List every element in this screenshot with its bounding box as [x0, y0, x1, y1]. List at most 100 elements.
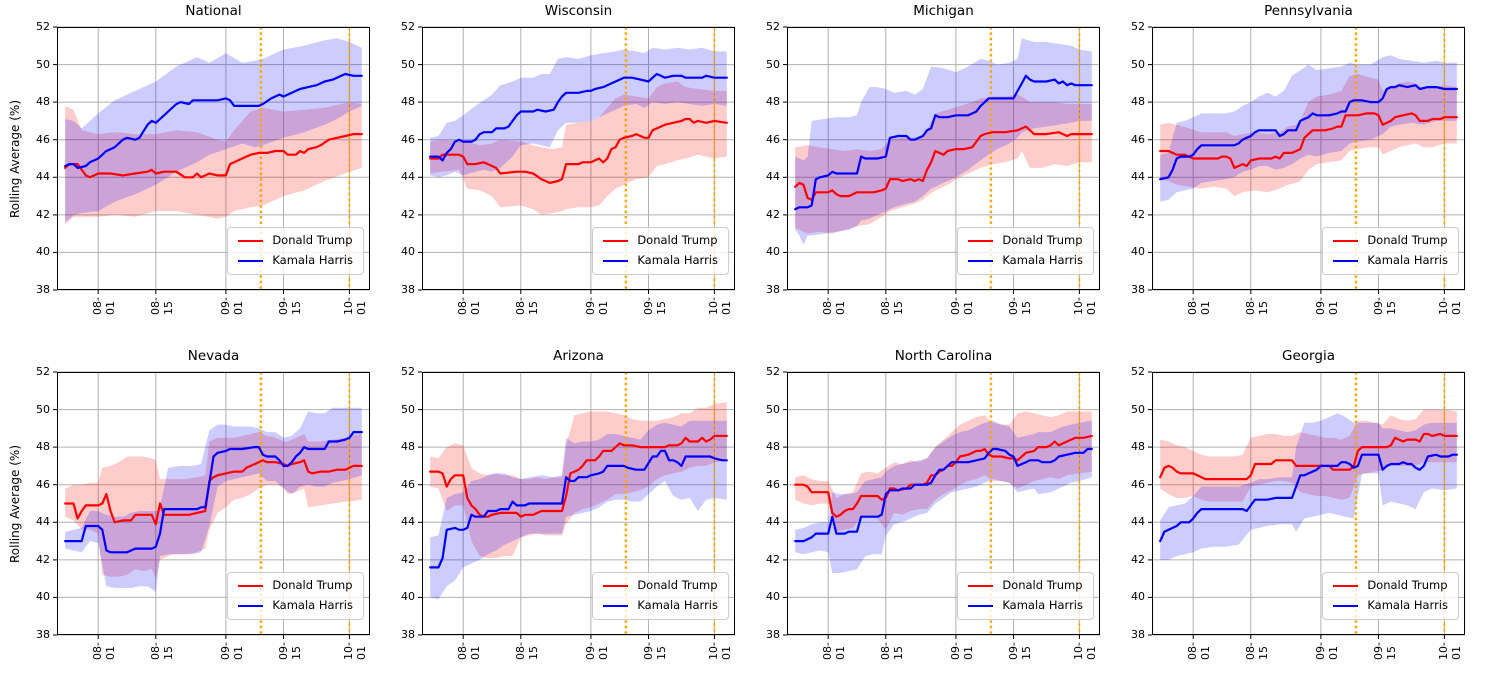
chart-wisconsin: Wisconsin 38 40 42 44 46 48 50 52 08-01 08-15 09-01… — [401, 3, 735, 315]
trump-legend-line — [238, 239, 264, 242]
y-tick-label: 44 — [766, 515, 780, 529]
y-tick-label: 46 — [401, 132, 415, 146]
y-tick-label: 46 — [36, 477, 50, 491]
harris-legend-line — [238, 259, 264, 262]
x-tick-label: 09-01 — [948, 297, 975, 315]
legend-label: Kamala Harris — [272, 253, 353, 267]
trump-legend-line — [1333, 584, 1359, 587]
legend: Donald Trump Kamala Harris — [957, 227, 1094, 275]
legend-item: Kamala Harris — [1333, 599, 1448, 612]
y-tick-label: 52 — [401, 20, 415, 33]
chart-title: Pennsylvania — [1264, 3, 1353, 19]
x-tick-label: 09-01 — [583, 297, 610, 315]
y-tick-label: 38 — [766, 628, 780, 641]
y-tick-label: 46 — [36, 132, 50, 146]
y-tick-label: 50 — [401, 402, 415, 416]
harris-line — [64, 431, 363, 554]
x-tick-label: 09-15 — [1006, 297, 1033, 315]
y-tick-label: 46 — [766, 477, 780, 491]
y-tick-label: 44 — [401, 170, 415, 184]
harris-confidence-band — [430, 47, 727, 178]
x-tick-label: 08-01 — [1186, 297, 1213, 315]
harris-line — [794, 447, 1093, 543]
y-tick-label: 40 — [401, 245, 415, 259]
legend-label: Donald Trump — [637, 233, 718, 247]
y-tick-label: 42 — [1131, 552, 1145, 566]
legend-item: Donald Trump — [238, 234, 353, 247]
y-tick-label: 52 — [36, 365, 50, 378]
x-tick-label: 08-15 — [1243, 297, 1270, 315]
plot-area — [783, 26, 1100, 294]
harris-confidence-band — [65, 407, 362, 592]
harris-line — [794, 74, 1093, 211]
y-tick-label: 48 — [401, 440, 415, 454]
x-tick-label: 08-01 — [91, 297, 118, 315]
legend-label: Donald Trump — [1367, 233, 1448, 247]
legend-label: Donald Trump — [272, 578, 353, 592]
x-tick-label: 10-01 — [1437, 297, 1464, 315]
legend-label: Kamala Harris — [1367, 598, 1448, 612]
x-tick-label: 10-01 — [1072, 297, 1099, 315]
legend-item: Donald Trump — [968, 579, 1083, 592]
legend-label: Kamala Harris — [272, 598, 353, 612]
x-tick-label: 08-15 — [148, 642, 175, 660]
harris-legend-line — [603, 604, 629, 607]
y-tick-label: 38 — [1131, 628, 1145, 641]
trump-legend-line — [968, 584, 994, 587]
harris-confidence-band — [65, 38, 362, 223]
y-tick-label: 40 — [1131, 245, 1145, 259]
y-tick-label: 44 — [1131, 515, 1145, 529]
legend: Donald Trump Kamala Harris — [592, 572, 729, 620]
y-tick-label: 46 — [1131, 132, 1145, 146]
y-tick-label: 42 — [401, 207, 415, 221]
x-tick-label: 09-01 — [583, 642, 610, 660]
y-tick-label: 44 — [766, 170, 780, 184]
chart-title: Georgia — [1282, 348, 1335, 364]
x-tick-label: 08-01 — [456, 297, 483, 315]
x-tick-label: 09-15 — [1371, 297, 1398, 315]
trump-line — [429, 117, 728, 184]
y-tick-label: 50 — [36, 57, 50, 71]
plot-area — [418, 26, 735, 294]
x-tick-label: 10-01 — [707, 297, 734, 315]
legend-item: Kamala Harris — [238, 254, 353, 267]
legend-item: Donald Trump — [1333, 579, 1448, 592]
plot-border — [787, 27, 1100, 290]
chart-title: Nevada — [187, 348, 240, 364]
y-axis-label: Rolling Average (%) — [8, 444, 22, 563]
x-tick-label: 08-15 — [513, 642, 540, 660]
x-tick-label: 08-15 — [878, 642, 905, 660]
y-tick-label: 50 — [36, 402, 50, 416]
plot-area — [1148, 26, 1465, 294]
x-tick-label: 08-01 — [91, 642, 118, 660]
legend: Donald Trump Kamala Harris — [227, 572, 364, 620]
x-tick-label: 09-15 — [1371, 642, 1398, 660]
plot-area — [1148, 371, 1465, 639]
legend-item: Kamala Harris — [968, 599, 1083, 612]
harris-legend-line — [968, 259, 994, 262]
trump-line — [64, 133, 363, 179]
y-tick-label: 40 — [401, 590, 415, 604]
plot-area — [418, 371, 735, 639]
chart-title: North Carolina — [894, 348, 993, 364]
y-tick-label: 42 — [766, 552, 780, 566]
trump-confidence-band — [795, 411, 1092, 532]
y-tick-label: 46 — [401, 477, 415, 491]
y-tick-label: 40 — [36, 590, 50, 604]
plot-border — [422, 372, 735, 635]
x-tick-label: 09-01 — [218, 297, 245, 315]
chart-michigan: Michigan 38 40 42 44 46 48 50 52 08-01 08-15 09-01 0… — [766, 3, 1100, 315]
x-tick-label: 09-01 — [1313, 297, 1340, 315]
harris-line — [64, 72, 363, 169]
y-tick-label: 52 — [766, 20, 780, 33]
legend-item: Kamala Harris — [603, 599, 718, 612]
y-tick-label: 50 — [1131, 57, 1145, 71]
y-tick-label: 42 — [36, 207, 50, 221]
legend-label: Kamala Harris — [1002, 598, 1083, 612]
x-tick-label: 09-01 — [948, 642, 975, 660]
x-tick-label: 08-01 — [1186, 642, 1213, 660]
chart-georgia: Georgia 38 40 42 44 46 48 50 52 08-01 08-15 09-01 09… — [1131, 348, 1465, 660]
chart-pennsylvania: Pennsylvania 38 40 42 44 46 48 50 52 08-01 08-15 09… — [1131, 3, 1465, 315]
chart-title: Wisconsin — [544, 3, 613, 19]
